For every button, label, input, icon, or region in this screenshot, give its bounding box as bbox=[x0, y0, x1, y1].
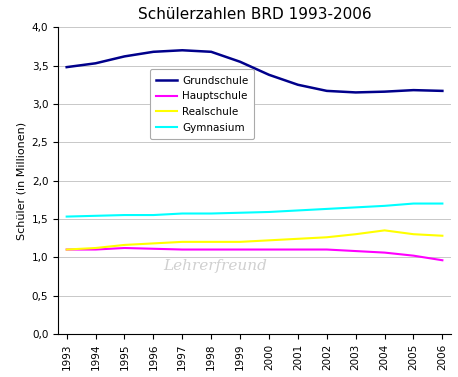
Line: Gymnasium: Gymnasium bbox=[67, 204, 442, 216]
Grundschule bbox=[411, 88, 416, 92]
Realschule bbox=[208, 240, 214, 244]
Gymnasium bbox=[93, 213, 98, 218]
Hauptschule bbox=[266, 247, 272, 252]
Realschule bbox=[266, 238, 272, 242]
Text: Lehrerfreund: Lehrerfreund bbox=[164, 259, 267, 273]
Hauptschule bbox=[382, 250, 387, 255]
Grundschule bbox=[122, 54, 127, 59]
Legend: Grundschule, Hauptschule, Realschule, Gymnasium: Grundschule, Hauptschule, Realschule, Gy… bbox=[150, 69, 255, 139]
Hauptschule bbox=[440, 258, 445, 262]
Realschule bbox=[237, 240, 243, 244]
Hauptschule bbox=[208, 247, 214, 252]
Gymnasium bbox=[353, 205, 359, 210]
Realschule bbox=[64, 247, 70, 252]
Gymnasium bbox=[180, 211, 185, 216]
Realschule bbox=[411, 232, 416, 236]
Gymnasium bbox=[440, 201, 445, 206]
Gymnasium bbox=[122, 213, 127, 217]
Grundschule bbox=[295, 83, 300, 87]
Hauptschule bbox=[295, 247, 300, 252]
Hauptschule bbox=[237, 247, 243, 252]
Realschule bbox=[353, 232, 359, 236]
Realschule bbox=[151, 241, 156, 246]
Gymnasium bbox=[324, 207, 329, 211]
Hauptschule bbox=[353, 249, 359, 253]
Gymnasium bbox=[411, 201, 416, 206]
Gymnasium bbox=[151, 213, 156, 217]
Title: Schülerzahlen BRD 1993-2006: Schülerzahlen BRD 1993-2006 bbox=[138, 7, 371, 22]
Line: Realschule: Realschule bbox=[67, 230, 442, 250]
Hauptschule bbox=[324, 247, 329, 252]
Gymnasium bbox=[266, 210, 272, 214]
Y-axis label: Schüler (in Millionen): Schüler (in Millionen) bbox=[16, 121, 26, 240]
Realschule bbox=[382, 228, 387, 233]
Realschule bbox=[122, 243, 127, 247]
Grundschule bbox=[324, 89, 329, 93]
Hauptschule bbox=[151, 247, 156, 251]
Hauptschule bbox=[64, 247, 70, 252]
Gymnasium bbox=[208, 211, 214, 216]
Hauptschule bbox=[122, 246, 127, 250]
Line: Grundschule: Grundschule bbox=[67, 50, 442, 92]
Gymnasium bbox=[295, 208, 300, 213]
Realschule bbox=[324, 235, 329, 239]
Realschule bbox=[180, 240, 185, 244]
Grundschule bbox=[151, 49, 156, 54]
Grundschule bbox=[64, 65, 70, 69]
Realschule bbox=[93, 246, 98, 250]
Gymnasium bbox=[382, 204, 387, 208]
Grundschule bbox=[266, 72, 272, 77]
Grundschule bbox=[353, 90, 359, 95]
Grundschule bbox=[93, 61, 98, 66]
Realschule bbox=[295, 236, 300, 241]
Realschule bbox=[440, 233, 445, 238]
Line: Hauptschule: Hauptschule bbox=[67, 248, 442, 260]
Hauptschule bbox=[93, 247, 98, 252]
Gymnasium bbox=[237, 210, 243, 215]
Grundschule bbox=[180, 48, 185, 52]
Hauptschule bbox=[411, 253, 416, 258]
Hauptschule bbox=[180, 247, 185, 252]
Grundschule bbox=[208, 49, 214, 54]
Grundschule bbox=[440, 89, 445, 93]
Grundschule bbox=[237, 60, 243, 64]
Gymnasium bbox=[64, 214, 70, 219]
Grundschule bbox=[382, 89, 387, 94]
